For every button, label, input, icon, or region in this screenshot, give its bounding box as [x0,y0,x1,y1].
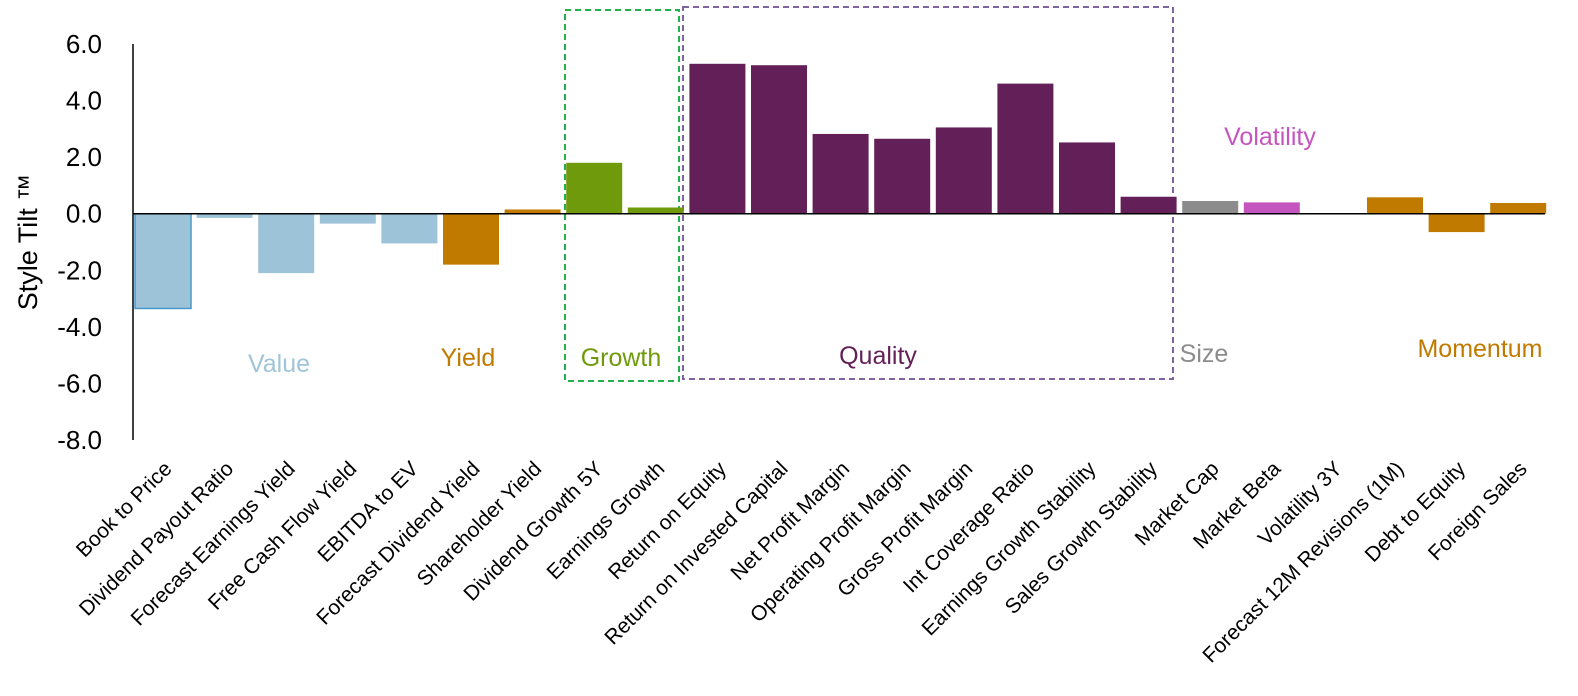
y-tick-label: -2.0 [57,255,102,285]
bar-23 [1490,202,1547,214]
group-label-yield: Yield [441,344,496,372]
bar-2 [196,213,253,218]
bar-11 [751,65,807,214]
bar-9 [627,207,684,214]
group-label-growth: Growth [581,344,662,372]
bar-12 [812,133,869,214]
bar-15 [997,83,1054,214]
bar-19 [1243,202,1300,214]
bar-6 [443,213,499,265]
y-axis-title: Style Tilt ™ [13,174,43,311]
bar-7 [504,209,561,214]
bar-5 [381,213,438,244]
group-label-momentum: Momentum [1417,335,1542,363]
bar-8 [566,162,623,214]
bar-21 [1367,197,1423,214]
bar-4 [319,213,376,224]
bar-10 [689,63,746,214]
y-tick-label: 4.0 [66,86,102,116]
bar-3 [258,213,315,274]
y-tick-label: 2.0 [66,142,102,172]
bar-22 [1428,213,1485,233]
highlight-box-quality [682,6,1174,380]
bar-18 [1182,200,1239,214]
group-label-size: Size [1180,340,1229,368]
group-label-quality: Quality [839,342,917,370]
bar-1 [134,212,192,310]
y-tick-label: -6.0 [57,368,102,398]
bar-16 [1059,142,1115,214]
highlight-box-growth [564,9,680,382]
y-tick-label: 0.0 [66,199,102,229]
y-tick-label: 6.0 [66,29,102,59]
group-label-volatility: Volatility [1224,123,1316,151]
bar-17 [1120,196,1177,214]
y-tick-label: -4.0 [57,312,102,342]
bar-14 [935,127,992,214]
y-tick-label: -8.0 [57,425,102,455]
group-label-value: Value [248,350,310,378]
bar-13 [874,138,931,214]
